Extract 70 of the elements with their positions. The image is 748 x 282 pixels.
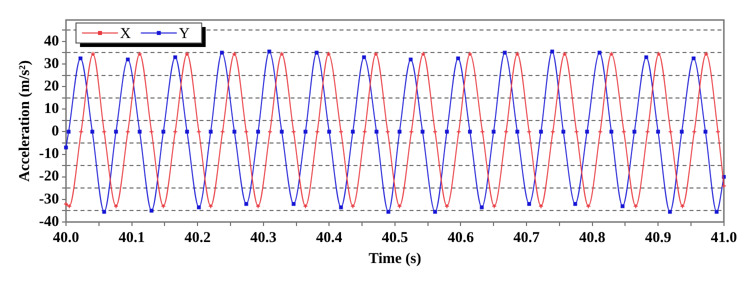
x-tick-label: 40.3	[250, 230, 276, 246]
point	[550, 50, 554, 54]
point	[704, 130, 708, 134]
point	[292, 202, 296, 206]
point	[420, 130, 424, 134]
x-tick-label: 40.8	[579, 230, 606, 246]
point	[161, 130, 166, 134]
point	[267, 50, 272, 54]
point	[585, 130, 589, 134]
point	[327, 130, 332, 134]
legend-label: Y	[178, 26, 190, 42]
y-tick-label: 10	[44, 101, 59, 118]
point	[433, 210, 437, 214]
x-tick-label: 40.7	[513, 230, 540, 246]
x-tick-label: 40.1	[118, 230, 145, 246]
x-axis-title: Time (s)	[368, 250, 422, 267]
point	[102, 210, 106, 214]
point	[632, 130, 636, 134]
x-tick-label: 40.5	[382, 230, 408, 246]
point	[362, 55, 366, 60]
point	[314, 50, 319, 55]
x-tick-label: 40.6	[448, 230, 474, 246]
y-tick-label: -30	[38, 191, 59, 208]
y-axis-title: Acceleration (m/s²)	[16, 60, 33, 182]
point	[150, 208, 154, 213]
y-tick-label: 0	[51, 124, 59, 140]
x-tick-label: 40.4	[316, 230, 343, 246]
x-tick-label: 40.9	[644, 230, 672, 246]
point	[398, 130, 402, 134]
point	[66, 130, 71, 134]
legend-label: X	[120, 26, 131, 42]
point	[668, 210, 672, 214]
point	[256, 130, 260, 134]
y-tick-label: -20	[38, 168, 59, 185]
y-tick-label: 40	[44, 33, 59, 50]
x-tick-label: 41.0	[710, 230, 737, 246]
point	[304, 130, 308, 134]
point	[620, 204, 624, 208]
point	[126, 58, 130, 62]
point	[468, 130, 472, 134]
point	[374, 130, 378, 134]
point	[232, 130, 236, 134]
point	[444, 130, 449, 134]
point	[114, 130, 118, 134]
y-tick-label: 30	[44, 56, 59, 72]
x-tick-label: 40.2	[184, 230, 211, 246]
point	[492, 130, 496, 134]
point	[573, 202, 578, 206]
point	[185, 130, 189, 134]
point	[539, 130, 543, 134]
point	[220, 50, 224, 55]
point	[244, 202, 248, 206]
point	[692, 56, 696, 60]
point	[64, 146, 68, 150]
point	[386, 210, 390, 214]
x-tick-label: 40.0	[52, 230, 80, 246]
point	[656, 130, 660, 134]
point	[456, 56, 460, 60]
point	[339, 205, 343, 210]
point	[598, 50, 602, 55]
point	[527, 202, 532, 206]
y-tick-label: -40	[38, 214, 59, 230]
point	[78, 56, 82, 60]
point	[714, 210, 719, 214]
y-tick-label: 20	[44, 78, 59, 94]
point	[408, 58, 413, 62]
y-tick-label: -10	[38, 146, 59, 162]
point	[196, 205, 201, 210]
point	[561, 130, 566, 134]
point	[609, 130, 614, 134]
